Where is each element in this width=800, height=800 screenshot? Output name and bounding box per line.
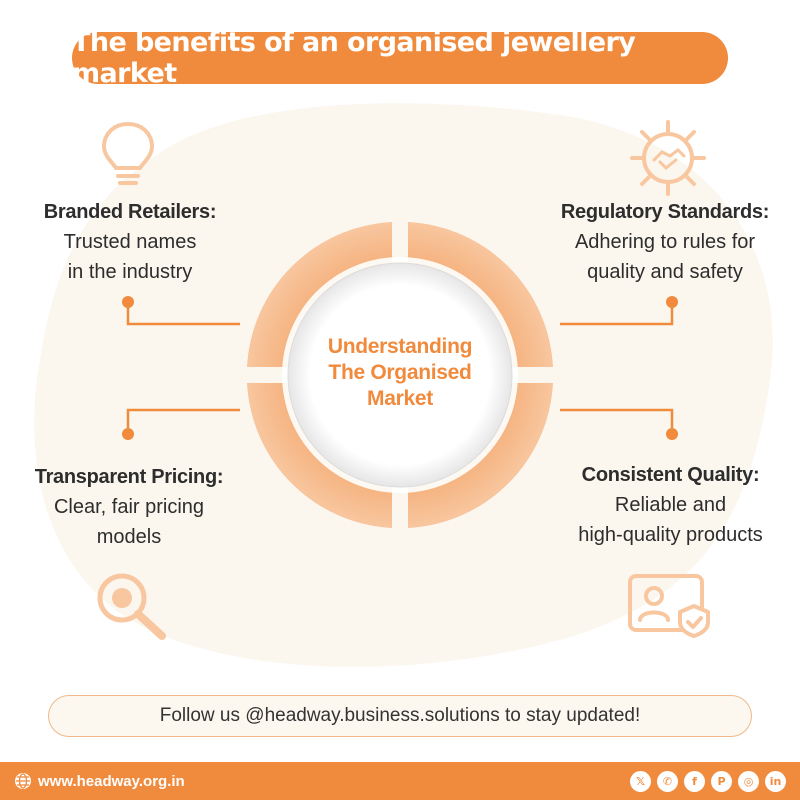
- benefit-text-line: high-quality products: [578, 524, 763, 546]
- benefit-regulatory-standards: Regulatory Standards: Adhering to rules …: [540, 197, 790, 287]
- benefit-text-line: models: [96, 526, 162, 548]
- whatsapp-icon[interactable]: ✆: [657, 770, 678, 792]
- benefit-branded-retailers: Branded Retailers: Trusted names in the …: [20, 197, 240, 287]
- benefit-text-line: Trusted names: [63, 231, 197, 253]
- page-title: The benefits of an organised jewellery m…: [72, 27, 728, 89]
- center-line-3: Market: [367, 387, 433, 410]
- benefit-text-line: Clear, fair pricing: [53, 496, 205, 518]
- follow-banner: Follow us @headway.business.solutions to…: [48, 695, 752, 737]
- connector-dot-top-left: [122, 296, 134, 308]
- benefit-text-line: in the industry: [67, 261, 193, 283]
- x-icon[interactable]: 𝕏: [630, 770, 651, 792]
- center-title: Understanding The Organised Market: [300, 330, 500, 416]
- connector-top-right: [560, 304, 674, 326]
- benefit-transparent-pricing: Transparent Pricing: Clear, fair pricing…: [14, 462, 244, 552]
- footer-bar: www.headway.org.in 𝕏 ✆ f P ◎ in: [0, 762, 800, 800]
- benefit-heading: Branded Retailers:: [43, 201, 217, 223]
- connector-dot-top-right: [666, 296, 678, 308]
- linkedin-icon[interactable]: in: [765, 770, 786, 792]
- center-line-1: Understanding: [327, 335, 473, 358]
- center-circle: [287, 262, 513, 488]
- handshake-gear-icon: [630, 120, 706, 196]
- benefit-heading: Transparent Pricing:: [34, 466, 224, 488]
- connector-dot-bottom-left: [122, 428, 134, 440]
- benefit-heading: Regulatory Standards:: [560, 201, 770, 223]
- connector-top-left: [126, 304, 240, 326]
- benefit-text-line: Adhering to rules for: [574, 231, 756, 253]
- benefit-text-line: Reliable and: [614, 494, 727, 516]
- id-card-shield-icon: [628, 574, 710, 638]
- globe-icon: [15, 773, 31, 789]
- benefit-consistent-quality: Consistent Quality: Reliable and high-qu…: [548, 460, 793, 550]
- social-links: 𝕏 ✆ f P ◎ in: [630, 770, 786, 792]
- pinterest-icon[interactable]: P: [711, 770, 732, 792]
- lightbulb-icon: [101, 121, 155, 185]
- benefit-heading: Consistent Quality:: [581, 464, 760, 486]
- website-link[interactable]: www.headway.org.in: [14, 772, 185, 790]
- connector-bottom-left: [126, 408, 240, 432]
- connector-dot-bottom-right: [666, 428, 678, 440]
- website-text: www.headway.org.in: [38, 772, 185, 790]
- center-line-2: The Organised: [328, 361, 472, 384]
- facebook-icon[interactable]: f: [684, 770, 705, 792]
- magnifier-icon: [97, 573, 166, 640]
- instagram-icon[interactable]: ◎: [738, 770, 759, 792]
- connector-bottom-right: [560, 408, 674, 432]
- benefit-text-line: quality and safety: [587, 261, 743, 283]
